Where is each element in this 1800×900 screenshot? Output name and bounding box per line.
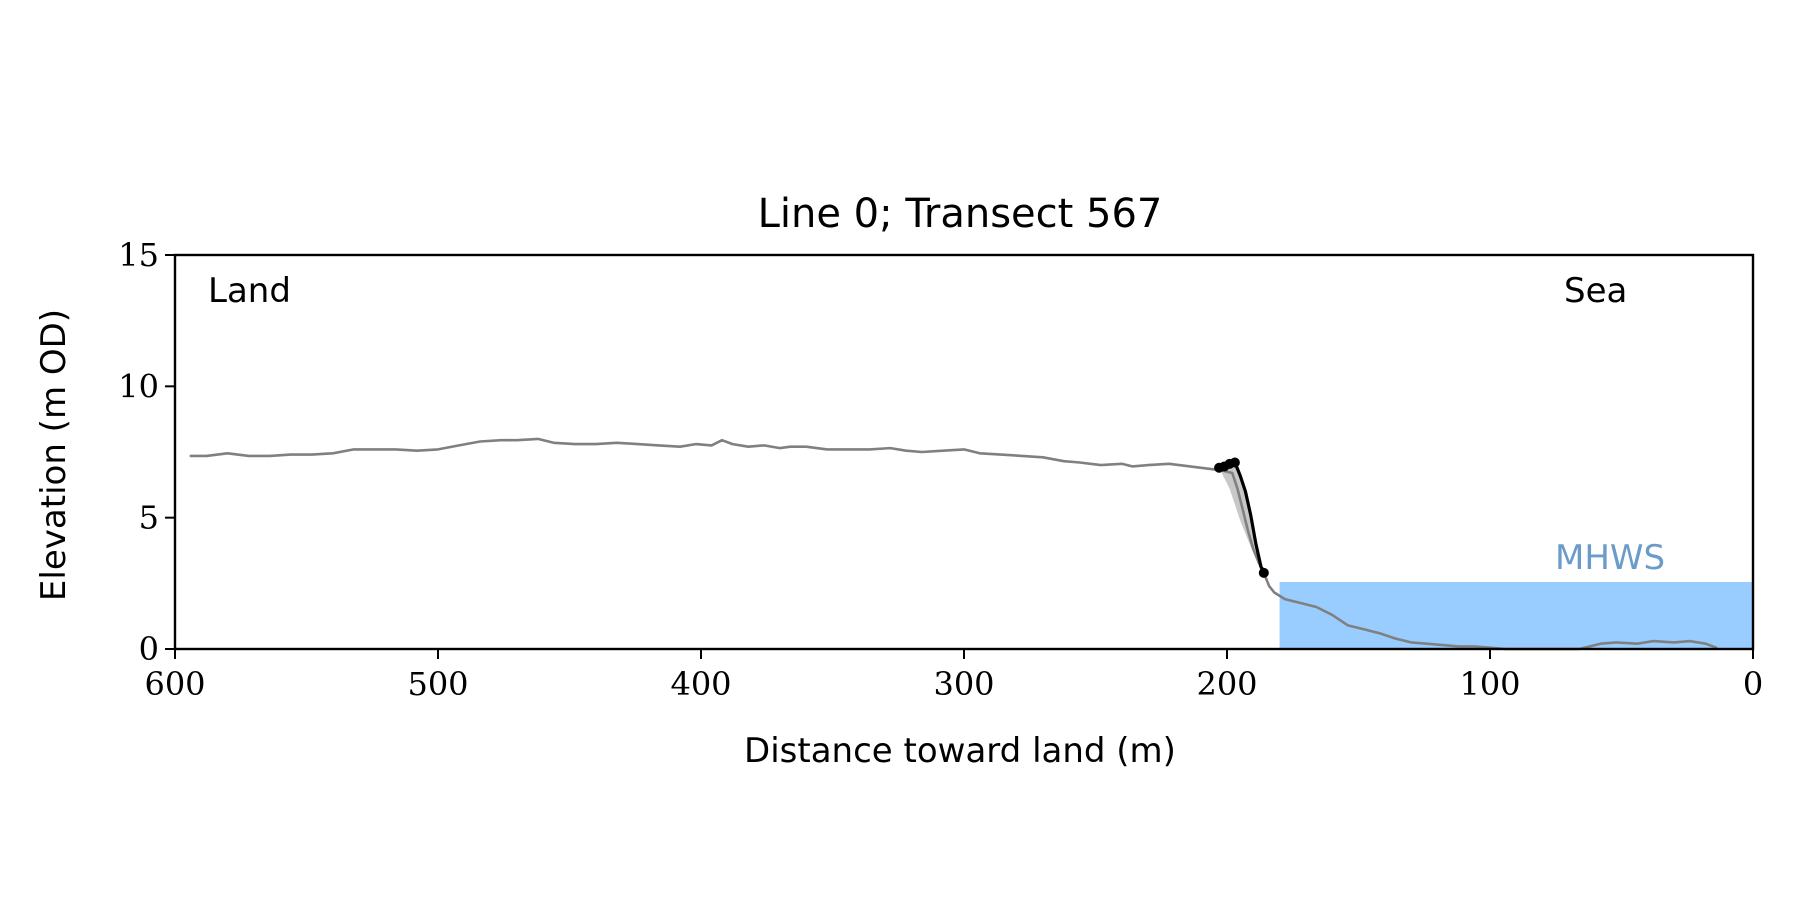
x-tick-label-0: 0 (1743, 665, 1763, 703)
y-tick-label-0: 0 (139, 630, 159, 668)
x-tick-label-400: 400 (670, 665, 731, 703)
chart-title: Line 0; Transect 567 (758, 191, 1163, 237)
y-tick-label-5: 5 (139, 499, 159, 537)
mhws-water-fill (1279, 582, 1753, 649)
x-tick-label-300: 300 (933, 665, 994, 703)
y-tick-label-10: 10 (118, 367, 159, 405)
cliff-marker-3 (1229, 457, 1240, 468)
profile-line (189, 437, 1718, 651)
sea-annotation: Sea (1564, 271, 1627, 311)
y-axis-label: Elevation (m OD) (34, 309, 74, 601)
mhws-label: MHWS (1555, 538, 1665, 578)
plot-area: 600 500 400 300 200 100 0 0 5 10 15 (118, 236, 1763, 703)
x-tick-label-600: 600 (144, 665, 205, 703)
x-axis-label: Distance toward land (m) (744, 731, 1176, 771)
y-tick-label-15: 15 (118, 236, 159, 274)
land-annotation: Land (208, 271, 291, 311)
x-tick-label-500: 500 (407, 665, 468, 703)
x-tick-label-200: 200 (1196, 665, 1257, 703)
x-tick-label-100: 100 (1459, 665, 1520, 703)
cliff-marker-4 (1258, 567, 1269, 578)
